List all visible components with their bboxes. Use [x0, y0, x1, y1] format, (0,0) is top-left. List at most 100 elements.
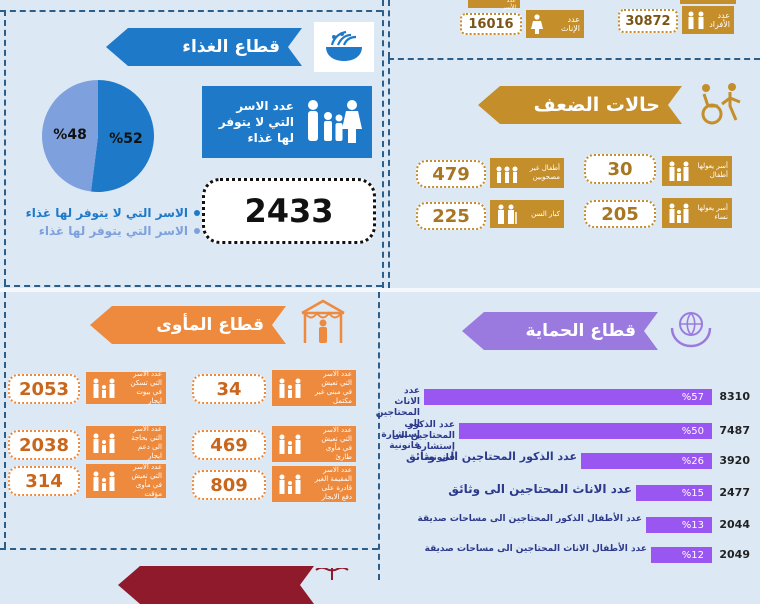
- vulnerability-frame-left: [388, 58, 390, 288]
- food-count-box: 2433: [202, 178, 376, 244]
- hands-globe-icon: [670, 312, 712, 348]
- top-left-frame-bottom-edge: [4, 285, 382, 287]
- woman-icon: [531, 14, 543, 34]
- pie-slice-label: %48: [53, 127, 87, 143]
- family-icon: [279, 474, 301, 494]
- food-pie-chart: %52 %48: [41, 80, 154, 192]
- shelter-value: 34: [216, 378, 242, 400]
- family-icon: [669, 161, 689, 181]
- protection-bar-fill: %50: [459, 423, 712, 439]
- legend-item: الاسر التي يتوفر لها غذاء: [4, 224, 200, 238]
- top-right-gold-box: [680, 0, 736, 4]
- vuln-item-value: 479: [432, 163, 470, 185]
- vuln-item-value: 205: [601, 203, 639, 225]
- protection-bar-label: عدد الأطفال الاناث المحتاجين الى مساحات …: [424, 544, 647, 554]
- protection-bar-label: عدد الذكور المحتاجين الى وثائق: [405, 450, 577, 463]
- shelter-icon-box: [296, 296, 350, 348]
- panel-separator: [0, 288, 760, 292]
- shelter-label: عدد الاسر التي بحاجة الى دعم ايجار: [131, 425, 162, 460]
- vuln-item-value: 30: [607, 158, 633, 180]
- protection-bar-fill: %12: [651, 547, 712, 563]
- vulnerability-banner: حالات الضعف: [478, 86, 682, 124]
- food-sector-title: قطاع الغذاء: [182, 37, 280, 57]
- shelter-frame-bottom: [0, 548, 378, 550]
- protection-bar-fill: %26: [581, 453, 712, 469]
- protection-bar-row: 7487 %50 عدد الذكور المحتاجين الى إستشارة …: [388, 420, 760, 463]
- middle-divider: [378, 292, 380, 580]
- top-individuals-label-box: عدد الأفراد: [682, 6, 734, 34]
- vuln-item-2-value-box: 205: [584, 200, 656, 228]
- shelter-right-0-label-box: عدد الاسر التي تعيش في مبنى غير مكتمل: [272, 370, 356, 406]
- shelter-value: 314: [25, 470, 63, 492]
- pie-slice: [41, 80, 98, 192]
- protection-bar-fill: %57: [424, 389, 712, 405]
- shelter-right-1-value-box: 469: [192, 430, 266, 460]
- protection-bar-value: 7487: [719, 424, 750, 437]
- food-card-text: عدد الاسر التي لا يتوفر لها غذاء: [218, 99, 294, 145]
- vuln-item-2-label-box: أسر يعولها نساء: [662, 198, 732, 228]
- shelter-left-2-label-box: عدد الاسر التي تعيش في مأوى مؤقت: [86, 463, 166, 498]
- legend-dot: [194, 228, 200, 234]
- vuln-item-label: كبار السن: [531, 209, 560, 218]
- vuln-item-label: أسر يعولها أطفال: [697, 162, 728, 179]
- protection-bar-label: عدد الاناث المحتاجين الى إستشارة قانونية: [375, 386, 420, 451]
- top-individuals-label: عدد الأفراد: [709, 11, 730, 29]
- food-sector-banner: قطاع الغذاء: [106, 28, 302, 66]
- vuln-item-label: أطفال غير مصحوبين: [529, 164, 560, 181]
- protection-bar-value: 2477: [719, 486, 750, 499]
- protection-banner: قطاع الحماية: [462, 312, 658, 350]
- protection-bar-value: 2044: [719, 518, 750, 531]
- protection-bar-row: 3920 %26 عدد الذكور المحتاجين الى وثائق: [388, 450, 760, 472]
- protection-bar-label: عدد الاناث المحتاجين الى وثائق: [448, 482, 632, 496]
- shelter-label: عدد الاسر التي تعيش في مأوى طارئ: [321, 426, 352, 461]
- food-icon-box: [314, 22, 374, 72]
- vulnerability-title: حالات الضعف: [533, 94, 660, 116]
- family-icon: [93, 378, 115, 398]
- shelter-label: عدد الاسر التي تعيش في مبنى غير مكتمل: [314, 370, 352, 405]
- protection-icon-box: [666, 304, 716, 354]
- protection-bar-value: 8310: [719, 390, 750, 403]
- top-left-frame-right-edge: [382, 0, 384, 288]
- shelter-left-1-value-box: 2038: [8, 430, 80, 460]
- shelter-value: 809: [210, 474, 248, 496]
- shelter-right-2-label-box: عدد الاسر المقيمة الغير قادرة على دفع ال…: [272, 466, 356, 502]
- shelter-right-1-label-box: عدد الاسر التي تعيش في مأوى طارئ: [272, 426, 356, 462]
- shelter-value: 2038: [18, 434, 70, 456]
- top-right-divider: [388, 58, 760, 60]
- top-females-value: 16016: [460, 13, 522, 35]
- wheelchair-icon: [701, 83, 741, 125]
- shelter-value: 2053: [18, 378, 70, 400]
- shelter-right-0-value-box: 34: [192, 374, 266, 404]
- vuln-item-1-label-box: أطفال غير مصحوبين: [490, 158, 564, 188]
- legend-text: الاسر التي لا يتوفر لها غذاء: [25, 206, 188, 220]
- shelter-right-2-value-box: 809: [192, 470, 266, 500]
- top-females-label: عدد الإناث: [561, 15, 580, 33]
- legend-item: الاسر التي لا يتوفر لها غذاء: [4, 206, 200, 220]
- protection-bar-value: 2049: [719, 548, 750, 561]
- legend-dot: [194, 210, 200, 216]
- shelter-frame-left: [4, 292, 6, 548]
- family-icon: [688, 11, 704, 29]
- health-icon-box: [312, 568, 352, 580]
- family-icon: [669, 203, 689, 223]
- food-count-value: 2433: [244, 192, 334, 230]
- top-left-frame-top-edge: [0, 10, 382, 12]
- protection-bar-row: 8310 %57 عدد الاناث المحتاجين الى إستشارة …: [376, 386, 760, 451]
- shelter-label: عدد الاسر المقيمة الغير قادرة على دفع ال…: [314, 466, 352, 501]
- food-card: عدد الاسر التي لا يتوفر لها غذاء: [202, 86, 372, 158]
- top-individuals-value: 30872: [618, 9, 678, 33]
- protection-title: قطاع الحماية: [525, 321, 636, 341]
- children-icon: [496, 166, 518, 183]
- vuln-item-value: 225: [432, 205, 470, 227]
- vuln-item-3-value-box: 225: [416, 202, 486, 230]
- protection-bar-row: 2044 %13 عدد الأطفال الذكور المحتاجين الى …: [388, 514, 760, 536]
- protection-bar-label: عدد الأطفال الذكور المحتاجين الى مساحات …: [417, 514, 642, 524]
- protection-bar-row: 2049 %12 عدد الأطفال الاناث المحتاجين الى …: [388, 544, 760, 566]
- legend-text: الاسر التي يتوفر لها غذاء: [38, 224, 188, 238]
- health-banner: [118, 566, 314, 604]
- pie-slice-label: %52: [109, 131, 143, 147]
- family-icon: [279, 434, 301, 454]
- top-females-label-box: عدد الإناث: [526, 10, 584, 38]
- caduceus-icon: [315, 568, 349, 580]
- protection-bar-fill: %15: [636, 485, 712, 501]
